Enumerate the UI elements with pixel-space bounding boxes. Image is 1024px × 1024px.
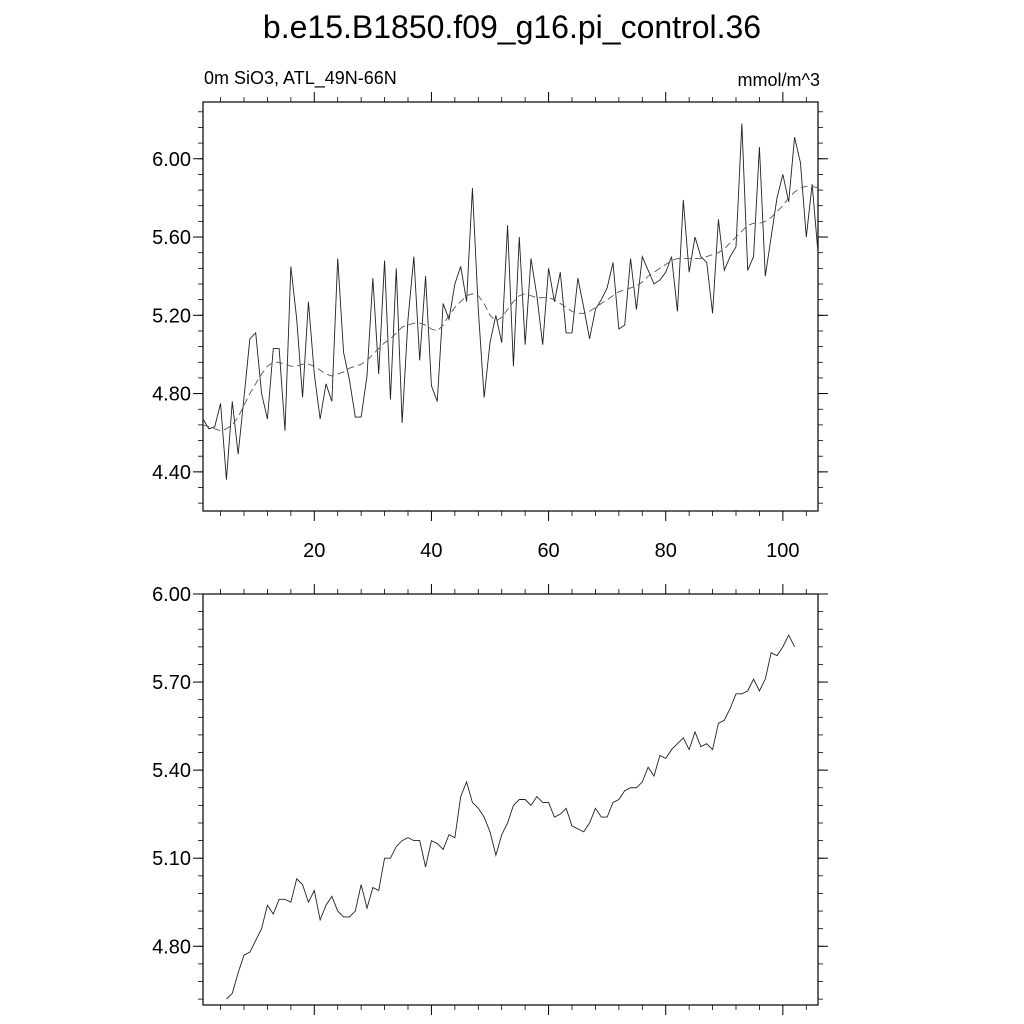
bottom-y-tick-label: 5.70 [152,672,191,694]
top-x-tick-label: 80 [655,540,677,562]
top-series-solid-line [202,123,819,480]
bottom-panel: 4.80 5.10 5.40 5.70 6.00 [152,584,828,1015]
bottom-plot-frame [202,593,819,1006]
figure-title: b.e15.B1850.f09_g16.pi_control.36 [263,9,761,45]
top-x-tick-label: 20 [303,540,325,562]
bottom-y-tick-label: 5.10 [152,848,191,870]
top-panel-right-label: mmol/m^3 [738,70,820,90]
top-y-tick-label: 5.60 [152,227,191,249]
top-y-tick-label: 6.00 [152,149,191,171]
bottom-axis-ticks: 4.80 5.10 5.40 5.70 6.00 [152,584,828,1015]
top-panel: 0m SiO3, ATL_49N-66N mmol/m^3 4.40 4.80 5.… [152,68,828,562]
top-x-tick-label: 40 [420,540,442,562]
top-x-tick-label: 60 [537,540,559,562]
top-y-tick-label: 4.40 [152,462,191,484]
bottom-series-lines [226,634,795,1000]
bottom-series-solid-line [226,634,795,1000]
top-panel-left-label: 0m SiO3, ATL_49N-66N [204,68,397,89]
top-y-tick-label: 4.80 [152,384,191,406]
top-plot-frame [202,101,819,512]
top-series-lines [202,123,819,480]
bottom-y-tick-label: 5.40 [152,760,191,782]
bottom-y-tick-label: 6.00 [152,584,191,606]
top-axis-ticks: 4.40 4.80 5.20 5.60 6.00 20 40 60 80 100 [152,92,828,562]
top-y-tick-label: 5.20 [152,305,191,327]
bottom-y-tick-label: 4.80 [152,936,191,958]
top-x-tick-label: 100 [766,540,799,562]
